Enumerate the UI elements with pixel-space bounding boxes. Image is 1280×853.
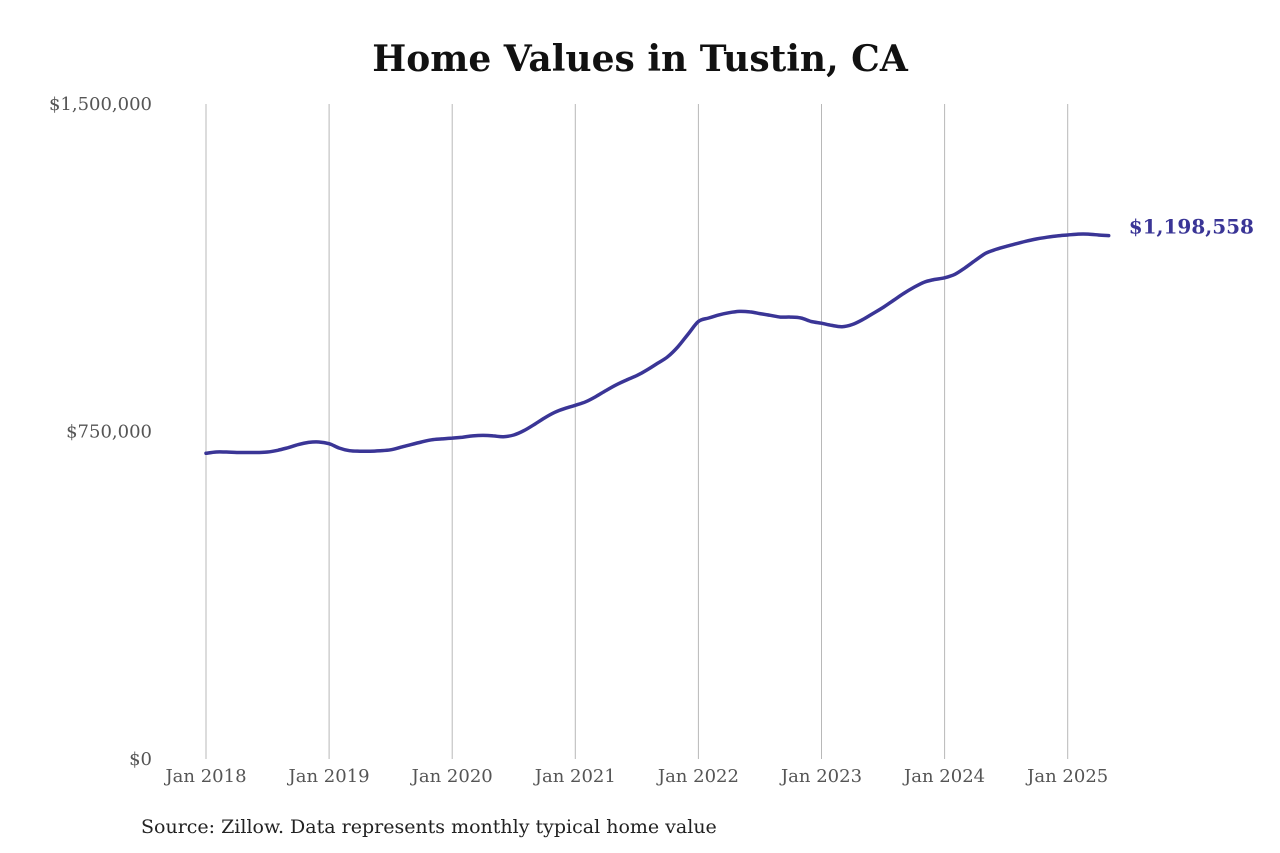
x-tick-label: Jan 2022 [656,766,739,787]
y-tick-label: $750,000 [66,422,152,443]
chart-source-note: Source: Zillow. Data represents monthly … [141,816,717,838]
y-axis-ticks: $0 $750,000 $1,500,000 [49,94,152,770]
grid-lines [205,104,1069,759]
chart-title: Home Values in Tustin, CA [372,38,908,80]
x-tick-label: Jan 2023 [779,766,862,787]
series-line [204,232,1111,456]
x-axis-ticks: Jan 2018 Jan 2019 Jan 2020 Jan 2021 Jan 2022… [163,766,1108,787]
end-value-label: $1,198,558 [1129,215,1254,239]
x-tick-label: Jan 2020 [410,766,493,787]
x-tick-label: Jan 2021 [533,766,616,787]
y-tick-label: $1,500,000 [49,94,152,115]
x-tick-label: Jan 2024 [902,766,985,787]
y-tick-label: $0 [129,749,152,770]
x-tick-label: Jan 2019 [287,766,370,787]
x-tick-label: Jan 2018 [163,766,246,787]
x-tick-label: Jan 2025 [1025,766,1108,787]
